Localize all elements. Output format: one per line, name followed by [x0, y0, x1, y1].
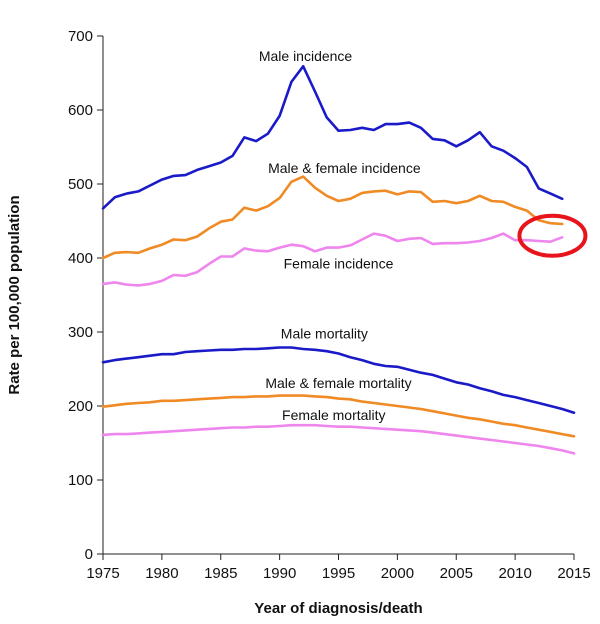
series-labels: Male incidence Male & female incidence Fem… [259, 48, 421, 423]
series-lines [101, 65, 576, 455]
highlight-circle-layer [517, 213, 588, 258]
x-tick-label: 1990 [263, 565, 296, 582]
highlight-circle [517, 213, 588, 258]
label-male-incidence: Male incidence [259, 48, 353, 64]
y-tick-label: 200 [68, 398, 93, 415]
y-tick-label: 700 [68, 28, 93, 45]
y-axis-title: Rate per 100,000 population [6, 195, 23, 394]
series-line-male-mortality [101, 346, 576, 415]
series-line-male-and-female-mortality [101, 394, 576, 438]
y-tick-label: 500 [68, 176, 93, 193]
y-tick-label: 600 [68, 102, 93, 119]
x-tick-label: 1985 [204, 565, 237, 582]
axes [102, 36, 574, 555]
y-tick-label: 300 [68, 324, 93, 341]
x-tick-label: 1995 [322, 565, 355, 582]
y-tick-label: 100 [68, 472, 93, 489]
series-line-female-mortality [101, 423, 576, 455]
series-line-male-incidence [101, 65, 564, 210]
label-male-mortality: Male mortality [281, 326, 368, 342]
label-male-and-female-mortality: Male & female mortality [265, 375, 411, 391]
x-axis-title: Year of diagnosis/death [254, 600, 422, 617]
label-male-and-female-incidence: Male & female incidence [268, 160, 421, 176]
label-female-mortality: Female mortality [282, 407, 385, 423]
x-tick-label: 2000 [381, 565, 414, 582]
x-tick-label: 1980 [145, 565, 178, 582]
y-tick-label: 0 [85, 546, 93, 563]
label-female-incidence: Female incidence [284, 255, 394, 271]
y-tick-label: 400 [68, 250, 93, 267]
series-line-female-incidence [101, 232, 564, 287]
x-tick-label: 2015 [557, 565, 590, 582]
series-line-male-and-female-incidence [101, 175, 564, 260]
ticks: 0 100 200 300 400 500 600 700 1975 1980 1985 1990 19… [68, 28, 591, 582]
x-tick-label: 2010 [498, 565, 531, 582]
x-tick-label: 1975 [86, 565, 119, 582]
x-tick-label: 2005 [440, 565, 473, 582]
